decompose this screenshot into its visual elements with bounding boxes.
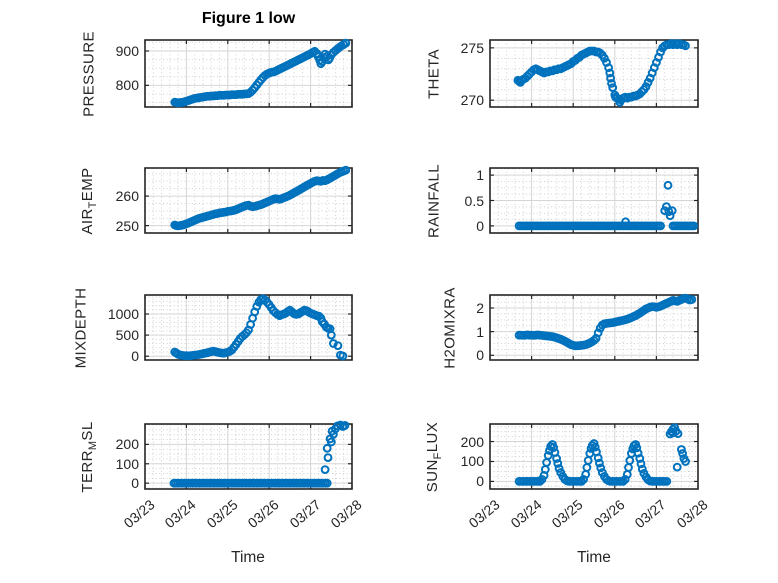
y-axis-label-airtemp: AIRTEMP (79, 166, 99, 235)
y-tick-label: 260 (115, 188, 139, 205)
x-tick-label: 03/24 (507, 496, 545, 532)
y-axis-label-sunflux: SUNFLUX (424, 421, 444, 492)
data-markers-theta (513, 39, 690, 107)
data-markers-pressure (170, 38, 351, 108)
x-axis-label-right: Time (577, 549, 611, 566)
y-tick-label: 1 (476, 323, 484, 340)
y-axis-label-theta: THETA (425, 48, 443, 99)
y-tick-label: 200 (115, 436, 139, 453)
y-tick-label: 250 (115, 217, 139, 234)
x-axis-label-left: Time (231, 549, 265, 566)
data-markers-rainfall (514, 180, 699, 231)
x-tick-label: 03/27 (631, 496, 670, 532)
x-tick-label: 03/23 (465, 496, 503, 532)
y-axis-label-pressure: PRESSURE (80, 30, 98, 117)
y-tick-label: 0 (131, 348, 139, 365)
y-tick-label: 0 (476, 347, 484, 364)
y-tick-label: 800 (115, 77, 139, 94)
x-tick-label: 03/25 (203, 496, 241, 532)
y-tick-label: 200 (460, 433, 484, 450)
y-tick-label: 0 (476, 217, 484, 234)
data-markers-terrmsl (169, 420, 350, 488)
x-tick-label: 03/28 (327, 496, 365, 532)
y-tick-label: 275 (460, 39, 484, 56)
data-markers-sunflux (514, 423, 690, 486)
y-tick-label: 2 (476, 300, 484, 316)
y-tick-label: 0 (131, 475, 139, 492)
y-tick-label: 270 (460, 92, 484, 109)
x-tick-label: 03/24 (161, 496, 200, 532)
x-tick-label: 03/28 (673, 496, 711, 532)
x-tick-label: 03/26 (244, 496, 282, 532)
x-tick-label: 03/25 (548, 496, 586, 532)
x-tick-label: 03/27 (286, 496, 324, 532)
data-markers-mixdepth (170, 294, 348, 361)
figure-title: Figure 1 low (201, 10, 296, 27)
y-axis-label-mixdepth: MIXDEPTH (72, 287, 90, 368)
y-tick-label: 100 (460, 453, 484, 470)
y-tick-label: 0.5 (464, 192, 484, 209)
y-tick-label: 100 (115, 455, 139, 472)
data-markers-airtemp (170, 165, 351, 231)
x-tick-label: 03/26 (590, 496, 628, 532)
y-tick-label: 1 (476, 167, 484, 184)
y-tick-label: 0 (476, 473, 484, 490)
y-tick-label: 1000 (107, 305, 139, 322)
y-axis-label-rainfall: RAINFALL (425, 163, 443, 238)
data-markers-h2omixra (514, 293, 697, 351)
y-axis-label-terrmsl: TERRMSL (79, 420, 99, 493)
y-tick-label: 500 (115, 327, 139, 344)
y-axis-label-h2omixra: H2OMIXRA (441, 286, 459, 369)
y-tick-label: 900 (115, 42, 139, 59)
x-tick-label: 03/23 (120, 496, 158, 532)
